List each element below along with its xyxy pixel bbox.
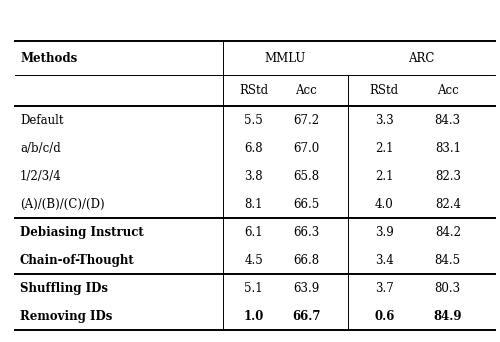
Text: 4.5: 4.5	[244, 254, 263, 267]
Text: 0.6: 0.6	[374, 310, 394, 323]
Text: 84.3: 84.3	[434, 114, 461, 127]
Text: 67.0: 67.0	[293, 142, 320, 155]
Text: 3.9: 3.9	[375, 226, 394, 239]
Text: 67.2: 67.2	[293, 114, 320, 127]
Text: 83.1: 83.1	[435, 142, 461, 155]
Text: 3.3: 3.3	[375, 114, 394, 127]
Text: 3.8: 3.8	[244, 170, 263, 183]
Text: 2.1: 2.1	[375, 170, 394, 183]
Text: 66.3: 66.3	[293, 226, 320, 239]
Text: RStd: RStd	[370, 84, 399, 97]
Text: Acc: Acc	[296, 84, 317, 97]
Text: 6.1: 6.1	[244, 226, 263, 239]
Text: 3.4: 3.4	[375, 254, 394, 267]
Text: 84.5: 84.5	[434, 254, 461, 267]
Text: 5.5: 5.5	[244, 114, 263, 127]
Text: a/b/c/d: a/b/c/d	[20, 142, 61, 155]
Text: 84.2: 84.2	[435, 226, 461, 239]
Text: 6.8: 6.8	[244, 142, 263, 155]
Text: ARC: ARC	[408, 52, 434, 65]
Text: Acc: Acc	[437, 84, 458, 97]
Text: 63.9: 63.9	[293, 282, 320, 295]
Text: Default: Default	[20, 114, 64, 127]
Text: Debiasing Instruct: Debiasing Instruct	[20, 226, 144, 239]
Text: 66.8: 66.8	[293, 254, 320, 267]
Text: Methods: Methods	[20, 52, 77, 65]
Text: 65.8: 65.8	[293, 170, 320, 183]
Text: RStd: RStd	[239, 84, 268, 97]
Text: 8.1: 8.1	[244, 198, 263, 211]
Text: 4.0: 4.0	[375, 198, 394, 211]
Text: 5.1: 5.1	[244, 282, 263, 295]
Text: Chain-of-Thought: Chain-of-Thought	[20, 254, 135, 267]
Text: 66.5: 66.5	[293, 198, 320, 211]
Text: 82.3: 82.3	[435, 170, 461, 183]
Text: 82.4: 82.4	[435, 198, 461, 211]
Text: 66.7: 66.7	[292, 310, 320, 323]
Text: 80.3: 80.3	[434, 282, 461, 295]
Text: 84.9: 84.9	[434, 310, 462, 323]
Text: 1/2/3/4: 1/2/3/4	[20, 170, 62, 183]
Text: 1.0: 1.0	[244, 310, 264, 323]
Text: 3.7: 3.7	[375, 282, 394, 295]
Text: Removing IDs: Removing IDs	[20, 310, 112, 323]
Text: MMLU: MMLU	[264, 52, 306, 65]
Text: 2.1: 2.1	[375, 142, 394, 155]
Text: (A)/(B)/(C)/(D): (A)/(B)/(C)/(D)	[20, 198, 104, 211]
Text: Shuffling IDs: Shuffling IDs	[20, 282, 108, 295]
